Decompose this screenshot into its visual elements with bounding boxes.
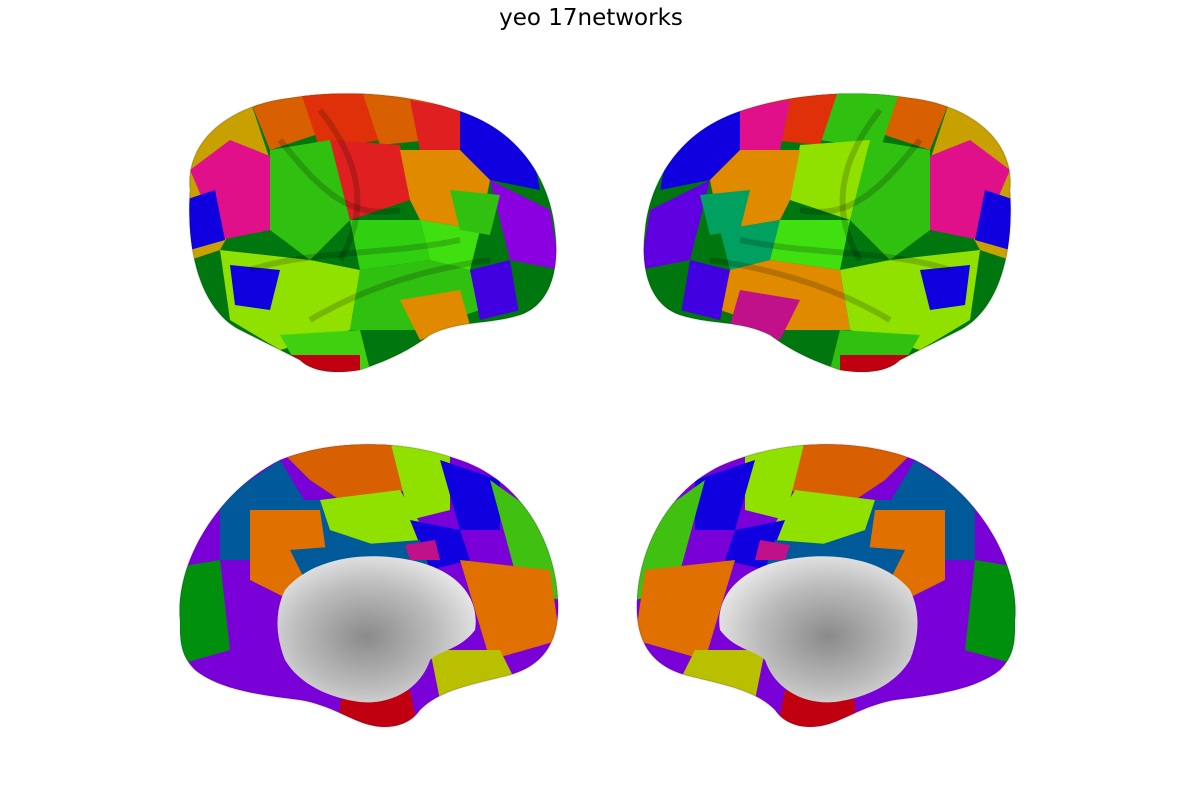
brain-lh-medial-view: [160, 420, 580, 750]
rh-medial-parcels: [636, 444, 1016, 727]
figure-title: yeo 17networks: [499, 5, 683, 31]
lh-medial-parcels: [179, 444, 559, 727]
brain-rh-medial-view: [615, 420, 1035, 750]
brain-rh-lateral-view: [620, 70, 1040, 400]
rh-lateral-parcels: [643, 93, 1011, 372]
lh-lateral-parcels: [189, 93, 557, 372]
brain-lh-lateral-view: [160, 70, 580, 400]
